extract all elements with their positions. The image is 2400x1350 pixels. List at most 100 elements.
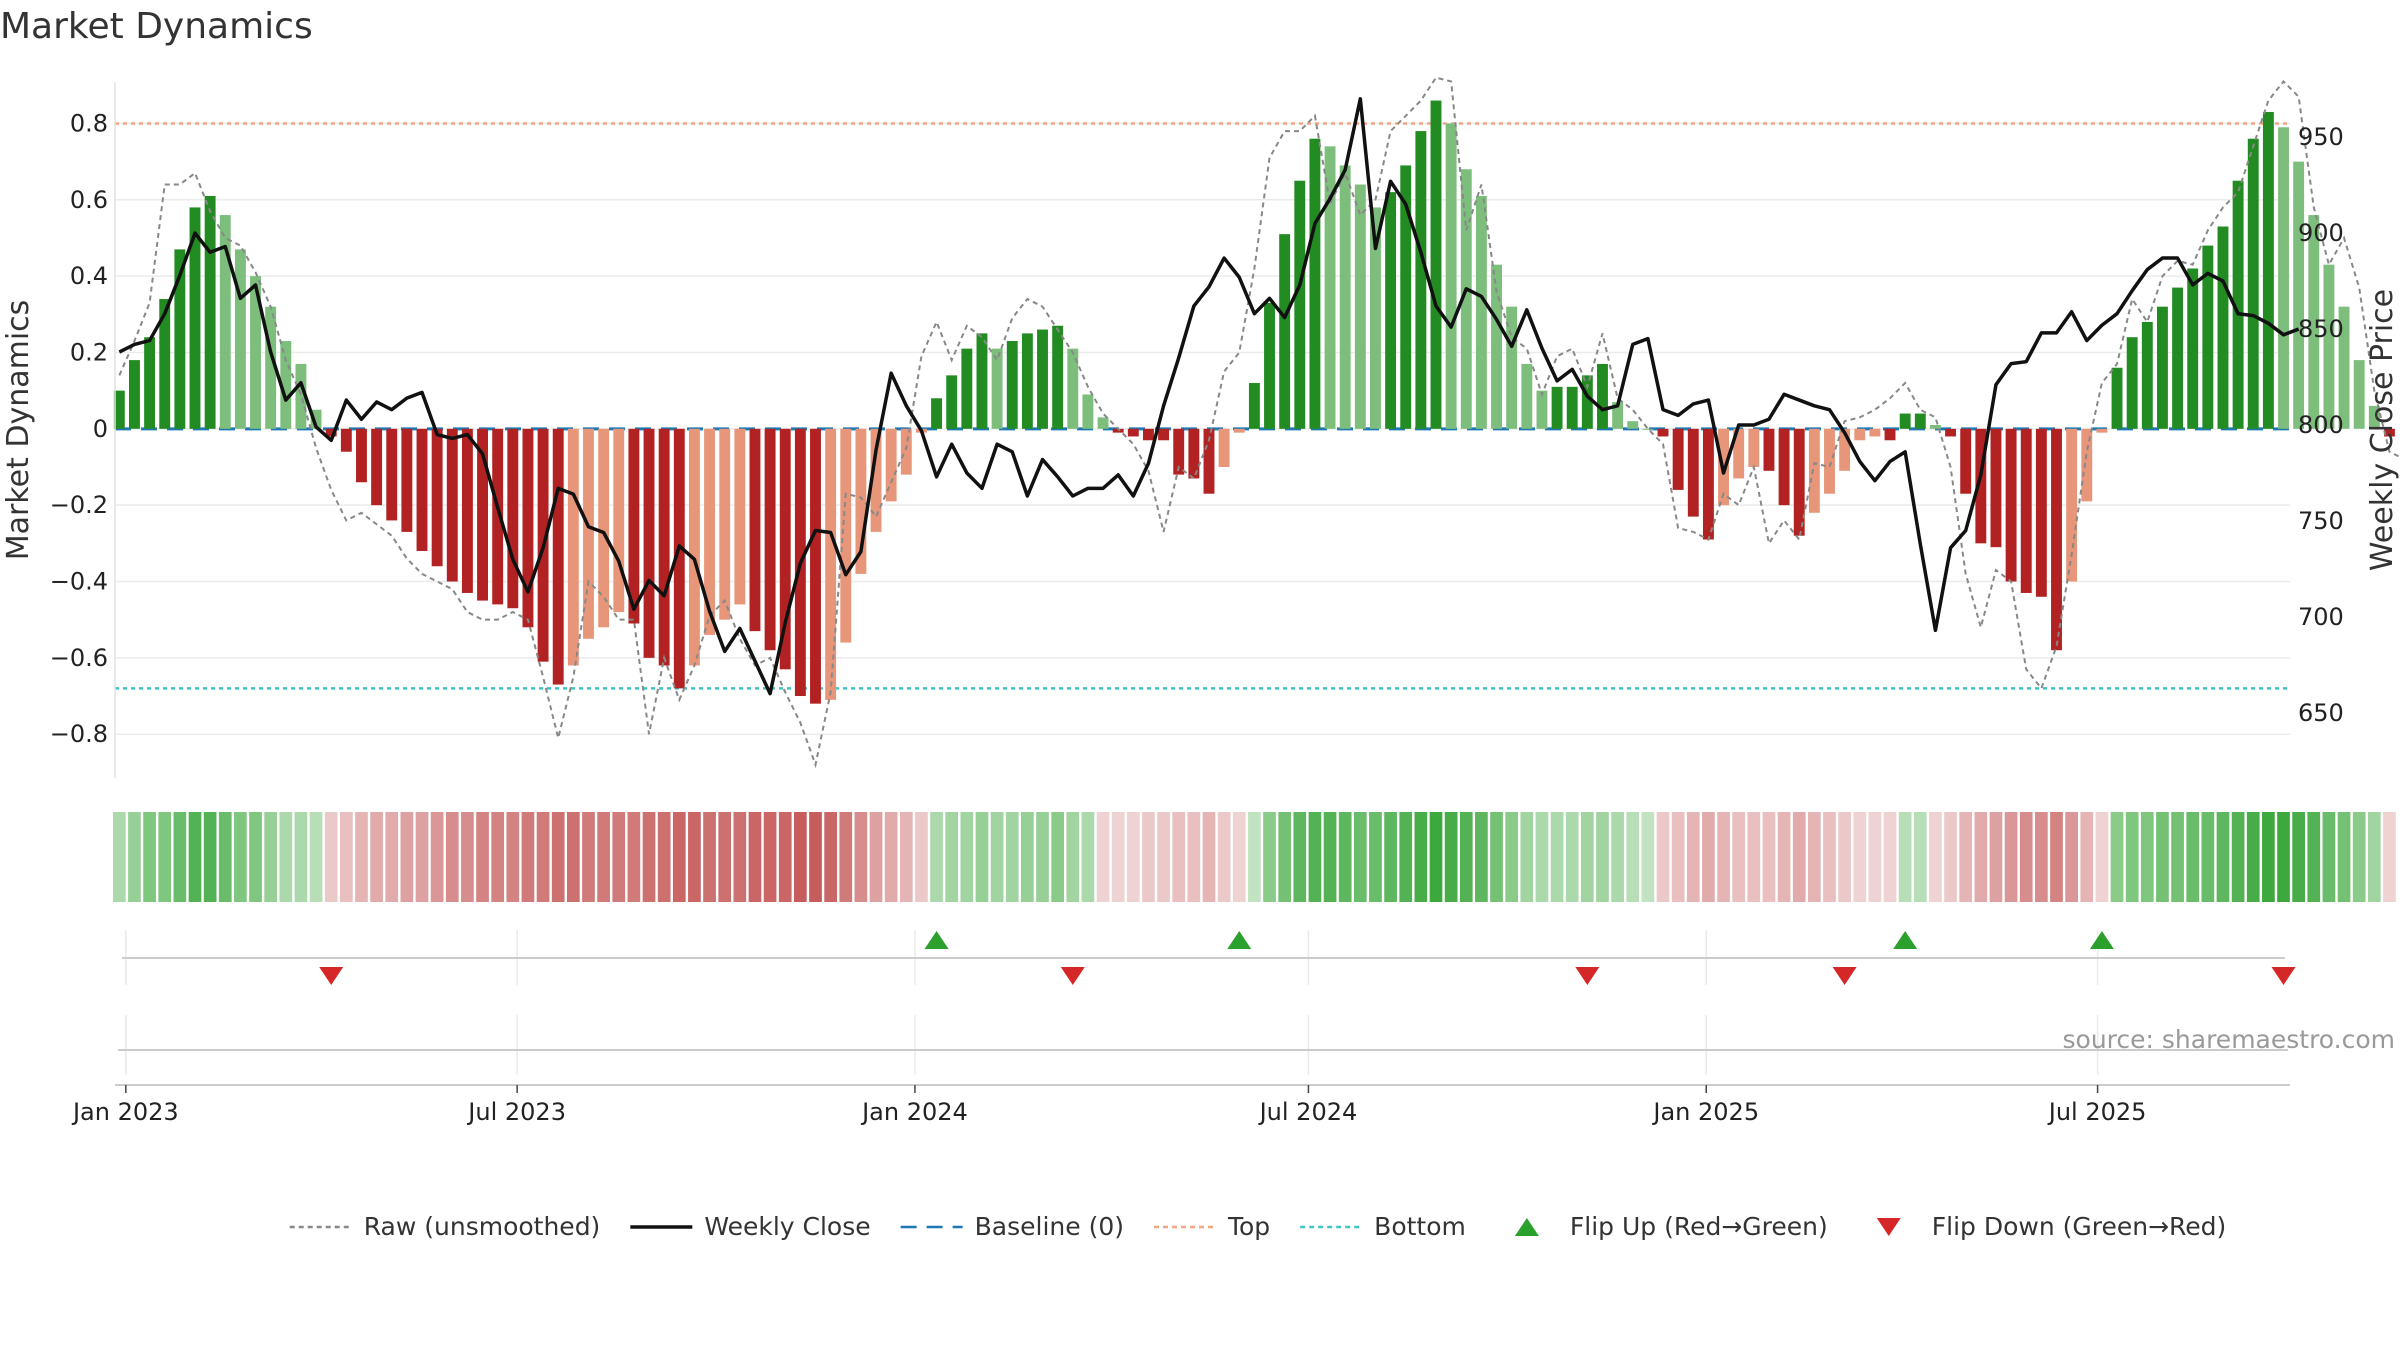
regime-cell	[173, 812, 187, 902]
momentum-bar	[2187, 268, 2199, 429]
momentum-bar	[1642, 428, 1654, 430]
momentum-bar	[340, 428, 352, 452]
momentum-bar	[1536, 390, 1548, 429]
legend-label: Baseline (0)	[975, 1212, 1124, 1241]
flip-down-marker	[1060, 967, 1085, 985]
regime-cell	[1717, 812, 1730, 902]
regime-cell	[324, 812, 338, 902]
momentum-bar	[1264, 302, 1275, 429]
regime-cell	[370, 812, 383, 902]
regime-cell	[612, 812, 626, 902]
momentum-bar	[764, 428, 776, 651]
regime-cell	[884, 812, 898, 902]
y2-tick-label: 800	[2298, 411, 2344, 439]
momentum-bar	[386, 428, 398, 521]
momentum-bar	[477, 428, 488, 601]
momentum-bar	[2278, 127, 2289, 429]
regime-cell	[1596, 812, 1609, 902]
regime-cell	[461, 812, 474, 902]
regime-cell	[385, 812, 399, 902]
momentum-bar	[1733, 428, 1745, 479]
momentum-bar	[1324, 146, 1336, 429]
regime-cell	[521, 812, 535, 902]
regime-cell	[839, 812, 853, 902]
momentum-bar	[628, 428, 640, 624]
momentum-bar	[643, 428, 655, 658]
y2-tick-label: 650	[2298, 699, 2344, 727]
reference-lines	[115, 122, 2290, 690]
regime-cell	[2156, 812, 2169, 902]
y-tick-label: 0.6	[70, 186, 108, 214]
momentum-bar	[1914, 413, 1926, 429]
flip-down-marker	[2271, 967, 2296, 985]
regime-cell	[1641, 812, 1655, 902]
regime-cell	[1974, 812, 1988, 902]
momentum-bar	[1445, 123, 1457, 429]
regime-cell	[1883, 812, 1897, 902]
x-tick-label: Jan 2024	[860, 1098, 968, 1126]
momentum-bar	[1960, 428, 1972, 494]
regime-cell	[1066, 812, 1080, 902]
regime-cell	[1081, 812, 1095, 902]
regime-cell	[551, 812, 565, 902]
regime-cell	[1898, 812, 1912, 902]
momentum-bar	[688, 428, 700, 666]
momentum-bar	[1082, 394, 1094, 429]
regime-cell	[1187, 812, 1201, 902]
momentum-bar	[280, 341, 292, 429]
momentum-bar	[1460, 169, 1472, 429]
legend-label: Raw (unsmoothed)	[364, 1212, 601, 1241]
regime-cell	[809, 812, 822, 902]
momentum-bar	[1370, 207, 1381, 429]
regime-cell	[188, 812, 202, 902]
momentum-bar	[1339, 165, 1351, 429]
regime-cell	[672, 812, 686, 902]
regime-cell	[1126, 812, 1140, 902]
momentum-bar	[1158, 428, 1170, 441]
momentum-bar	[658, 428, 670, 666]
regime-cell	[1036, 812, 1049, 902]
regime-cell	[2277, 812, 2290, 902]
y-tick-label: −0.2	[50, 491, 108, 519]
regime-cell	[824, 812, 837, 902]
momentum-bar	[1793, 428, 1805, 536]
regime-cell	[1414, 812, 1428, 902]
momentum-bar	[2066, 428, 2078, 582]
regime-cell	[2262, 812, 2275, 902]
regime-cell	[1278, 812, 1292, 902]
momentum-bar	[779, 428, 791, 670]
x-tick-label: Jul 2023	[466, 1098, 566, 1126]
momentum-bar	[129, 360, 140, 429]
regime-cell	[1369, 812, 1382, 902]
y2-tick-label: 700	[2298, 603, 2344, 631]
momentum-bar	[113, 390, 125, 429]
momentum-bar	[2262, 111, 2274, 429]
regime-cell	[2352, 812, 2366, 902]
momentum-bar	[2338, 306, 2350, 429]
regime-cell	[582, 812, 595, 902]
regime-cell	[279, 812, 293, 902]
regime-cell	[1807, 812, 1821, 902]
flip-down-marker	[319, 967, 344, 985]
y2-tick-label: 950	[2298, 123, 2344, 151]
regime-cell	[1475, 812, 1488, 902]
regime-cell	[854, 812, 868, 902]
momentum-bar	[870, 428, 882, 532]
y-tick-label: −0.4	[50, 568, 108, 596]
momentum-bar	[2308, 215, 2320, 429]
momentum-bar	[2020, 428, 2032, 593]
momentum-bar	[1491, 264, 1502, 429]
regime-cell	[1353, 812, 1367, 902]
regime-cell	[2004, 812, 2018, 902]
regime-cell	[657, 812, 671, 902]
regime-cell	[294, 812, 308, 902]
regime-cell	[718, 812, 732, 902]
momentum-bar	[295, 363, 307, 429]
momentum-bar	[1309, 138, 1321, 429]
regime-cell	[2140, 812, 2154, 902]
momentum-bar	[2293, 161, 2305, 429]
regime-cell	[688, 812, 701, 902]
regime-cell	[2125, 812, 2139, 902]
momentum-bar	[1143, 428, 1154, 441]
legend-label: Flip Down (Green→Red)	[1932, 1212, 2227, 1241]
